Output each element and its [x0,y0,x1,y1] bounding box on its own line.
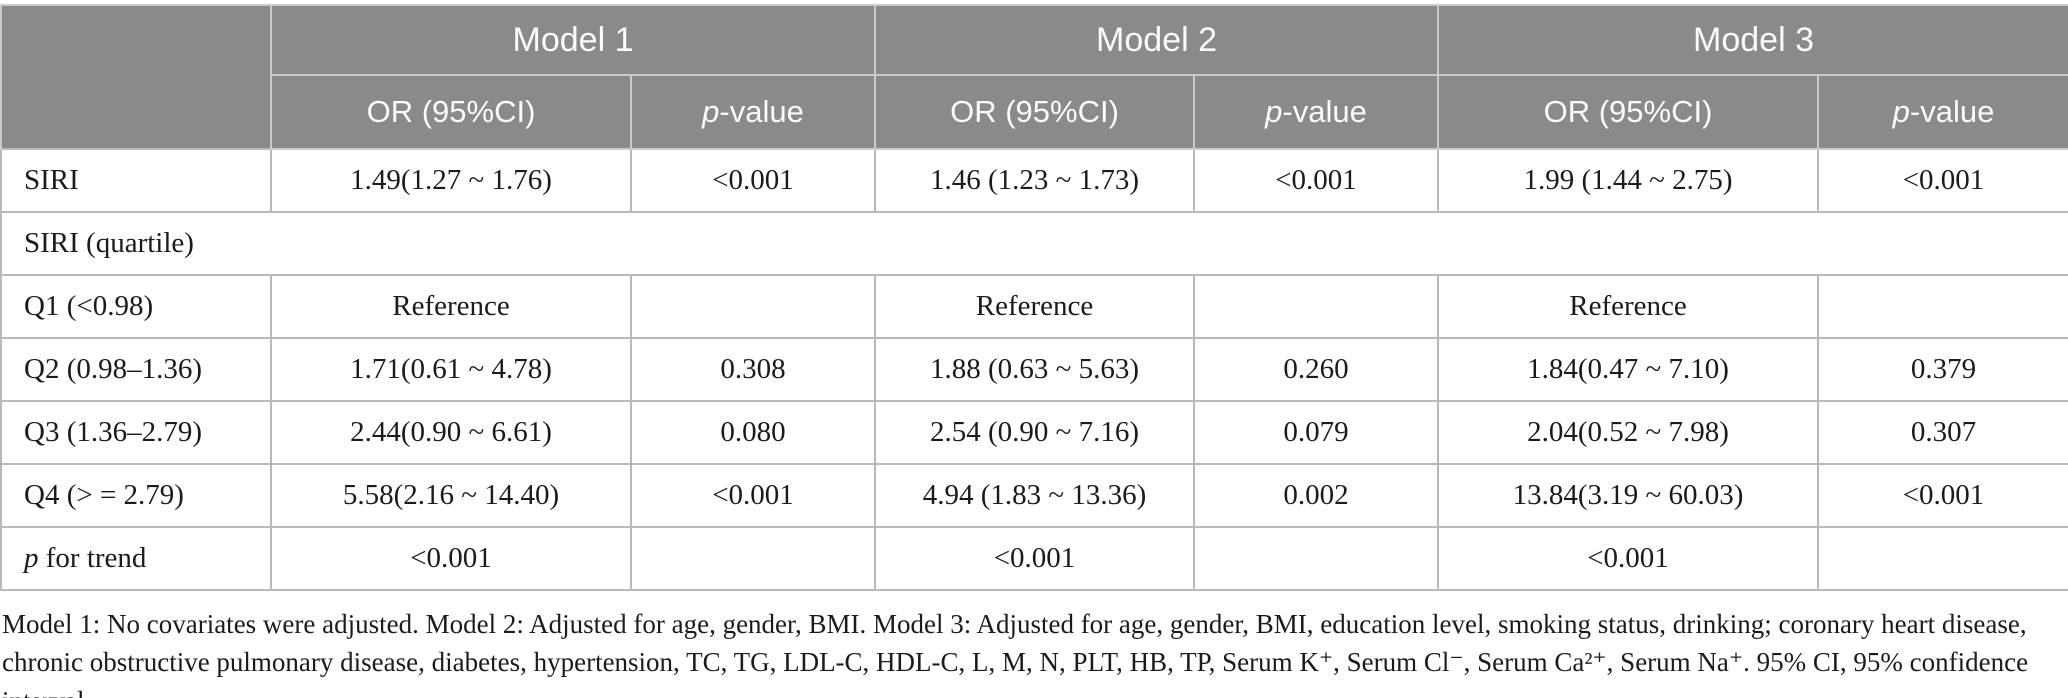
p-value-cell [1817,274,2068,339]
p-value-cell [630,526,876,591]
model-1-or-header: OR (95%CI) [270,74,632,150]
p-value-cell: 0.308 [630,337,876,402]
p-value-cell: <0.001 [1193,148,1439,213]
or-ci-cell: 1.99 (1.44 ~ 2.75) [1437,148,1819,213]
or-ci-cell: 5.58(2.16 ~ 14.40) [270,463,632,528]
corner-header-cell [0,4,272,149]
row-label: SIRI [0,148,272,213]
model-2-or-header: OR (95%CI) [874,74,1195,150]
or-ci-cell: 13.84(3.19 ~ 60.03) [1437,463,1819,528]
or-ci-cell: 2.54 (0.90 ~ 7.16) [874,400,1195,465]
model-2-group-header: Model 2 [874,4,1439,76]
p-value-cell [1817,526,2068,591]
table-row-q3: Q3 (1.36–2.79) 2.44(0.90 ~ 6.61) 0.080 2… [0,400,2068,465]
row-label: p for trend [0,526,272,591]
p-for-trend-label: p for trend [24,542,147,574]
model-3-group-header: Model 3 [1437,4,2068,76]
p-value-cell: <0.001 [630,463,876,528]
pvalue-header-label: p-value [1892,94,1995,129]
model-2-pvalue-header: p-value [1193,74,1439,150]
or-ci-cell: 1.71(0.61 ~ 4.78) [270,337,632,402]
table-footnote: Model 1: No covariates were adjusted. Mo… [2,609,2029,698]
pvalue-header-label: p-value [702,94,804,129]
or-ci-cell: Reference [1437,274,1819,339]
table-row-q4: Q4 (> = 2.79) 5.58(2.16 ~ 14.40) <0.001 … [0,463,2068,528]
or-ci-cell: Reference [270,274,632,339]
p-value-cell: <0.001 [630,148,876,213]
or-ci-cell: Reference [874,274,1195,339]
p-value-cell [1193,526,1439,591]
or-ci-cell: 2.44(0.90 ~ 6.61) [270,400,632,465]
table-row-q1: Q1 (<0.98) Reference Reference Reference [0,274,2068,339]
p-value-cell [1193,274,1439,339]
row-label: Q4 (> = 2.79) [0,463,272,528]
p-value-cell [630,274,876,339]
regression-results-table: Model 1 Model 2 Model 3 OR (95%CI) p-val… [0,4,2068,591]
p-value-cell: 0.307 [1817,400,2068,465]
table-row-p-for-trend: p for trend <0.001 <0.001 <0.001 [0,526,2068,591]
p-value-cell: <0.001 [1817,463,2068,528]
or-ci-cell: 2.04(0.52 ~ 7.98) [1437,400,1819,465]
or-ci-cell: <0.001 [270,526,632,591]
row-label: Q1 (<0.98) [0,274,272,339]
table-row-siri-quartile: SIRI (quartile) [0,211,2068,276]
p-value-cell: 0.260 [1193,337,1439,402]
p-value-cell: 0.379 [1817,337,2068,402]
or-ci-cell: 1.46 (1.23 ~ 1.73) [874,148,1195,213]
p-value-cell: 0.080 [630,400,876,465]
or-ci-cell: 1.49(1.27 ~ 1.76) [270,148,632,213]
or-ci-cell: 1.88 (0.63 ~ 5.63) [874,337,1195,402]
row-label: Q2 (0.98–1.36) [0,337,272,402]
model-3-or-header: OR (95%CI) [1437,74,1819,150]
p-value-cell: 0.002 [1193,463,1439,528]
model-1-pvalue-header: p-value [630,74,876,150]
or-ci-cell: 4.94 (1.83 ~ 13.36) [874,463,1195,528]
model-1-group-header: Model 1 [270,4,876,76]
section-row-label: SIRI (quartile) [0,211,2068,276]
or-ci-cell: 1.84(0.47 ~ 7.10) [1437,337,1819,402]
model-3-pvalue-header: p-value [1817,74,2068,150]
or-ci-cell: <0.001 [874,526,1195,591]
row-label: Q3 (1.36–2.79) [0,400,272,465]
p-value-cell: <0.001 [1817,148,2068,213]
table-row-q2: Q2 (0.98–1.36) 1.71(0.61 ~ 4.78) 0.308 1… [0,337,2068,402]
pvalue-header-label: p-value [1265,94,1367,129]
or-ci-cell: <0.001 [1437,526,1819,591]
table-row-siri: SIRI 1.49(1.27 ~ 1.76) <0.001 1.46 (1.23… [0,148,2068,213]
p-value-cell: 0.079 [1193,400,1439,465]
